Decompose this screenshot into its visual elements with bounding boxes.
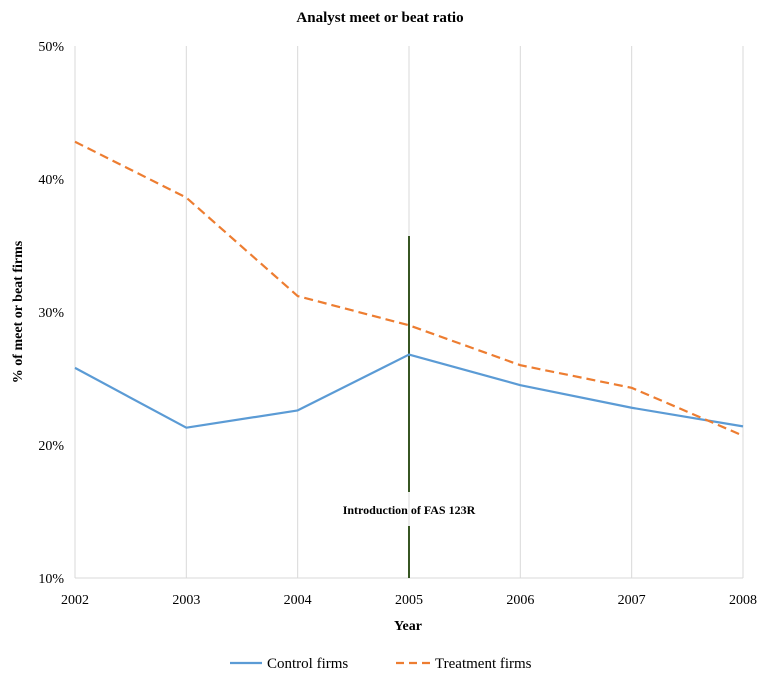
y-tick-label: 40%: [38, 173, 64, 188]
chart-title: Analyst meet or beat ratio: [296, 10, 463, 26]
data-point: [408, 353, 410, 355]
data-point: [630, 387, 632, 389]
data-point: [296, 295, 298, 297]
y-tick-label: 30%: [38, 306, 64, 321]
data-point: [74, 367, 76, 369]
data-point: [185, 427, 187, 429]
data-point: [630, 407, 632, 409]
x-tick-label: 2007: [618, 593, 646, 608]
data-point: [296, 409, 298, 411]
x-tick-label: 2003: [172, 593, 200, 608]
y-axis-ticks: 10% 20% 30% 40% 50%: [38, 40, 64, 587]
x-tick-label: 2006: [506, 593, 534, 608]
y-axis-label: % of meet or beat firms: [11, 240, 26, 383]
legend: Control firms Treatment firms: [230, 656, 532, 672]
event-marker: Introduction of FAS 123R: [343, 236, 476, 578]
data-point: [185, 196, 187, 198]
x-tick-label: 2005: [395, 593, 423, 608]
x-tick-label: 2008: [729, 593, 757, 608]
y-tick-label: 10%: [38, 572, 64, 587]
data-point: [74, 141, 76, 143]
x-axis-label: Year: [394, 619, 422, 634]
x-tick-label: 2002: [61, 593, 89, 608]
series-line-treatment: [74, 140, 744, 437]
grid-lines: [74, 46, 744, 579]
data-point: [519, 364, 521, 366]
series-lines: [74, 140, 744, 437]
legend-label: Treatment firms: [435, 656, 532, 672]
data-point: [742, 425, 744, 427]
x-tick-label: 2004: [284, 593, 312, 608]
y-tick-label: 50%: [38, 40, 64, 55]
event-annotation: Introduction of FAS 123R: [343, 503, 476, 517]
y-tick-label: 20%: [38, 439, 64, 454]
data-point: [519, 384, 521, 386]
legend-label: Control firms: [267, 656, 348, 672]
x-axis-ticks: 2002 2003 2004 2005 2006 2007 2008: [61, 593, 757, 608]
data-point: [742, 434, 744, 436]
data-point: [408, 324, 410, 326]
series-line-control: [74, 353, 744, 429]
